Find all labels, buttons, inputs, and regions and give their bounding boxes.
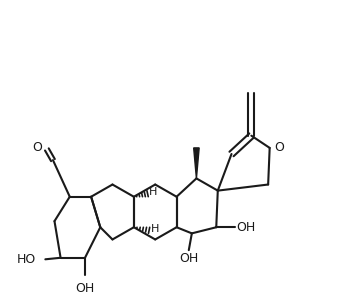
Text: HO: HO: [17, 253, 36, 266]
Text: H: H: [151, 224, 159, 234]
Text: H: H: [149, 187, 157, 197]
Text: OH: OH: [75, 282, 95, 295]
Text: OH: OH: [236, 221, 255, 234]
Text: O: O: [32, 141, 42, 154]
Text: OH: OH: [179, 252, 198, 265]
Polygon shape: [194, 148, 199, 178]
Text: O: O: [274, 141, 284, 154]
